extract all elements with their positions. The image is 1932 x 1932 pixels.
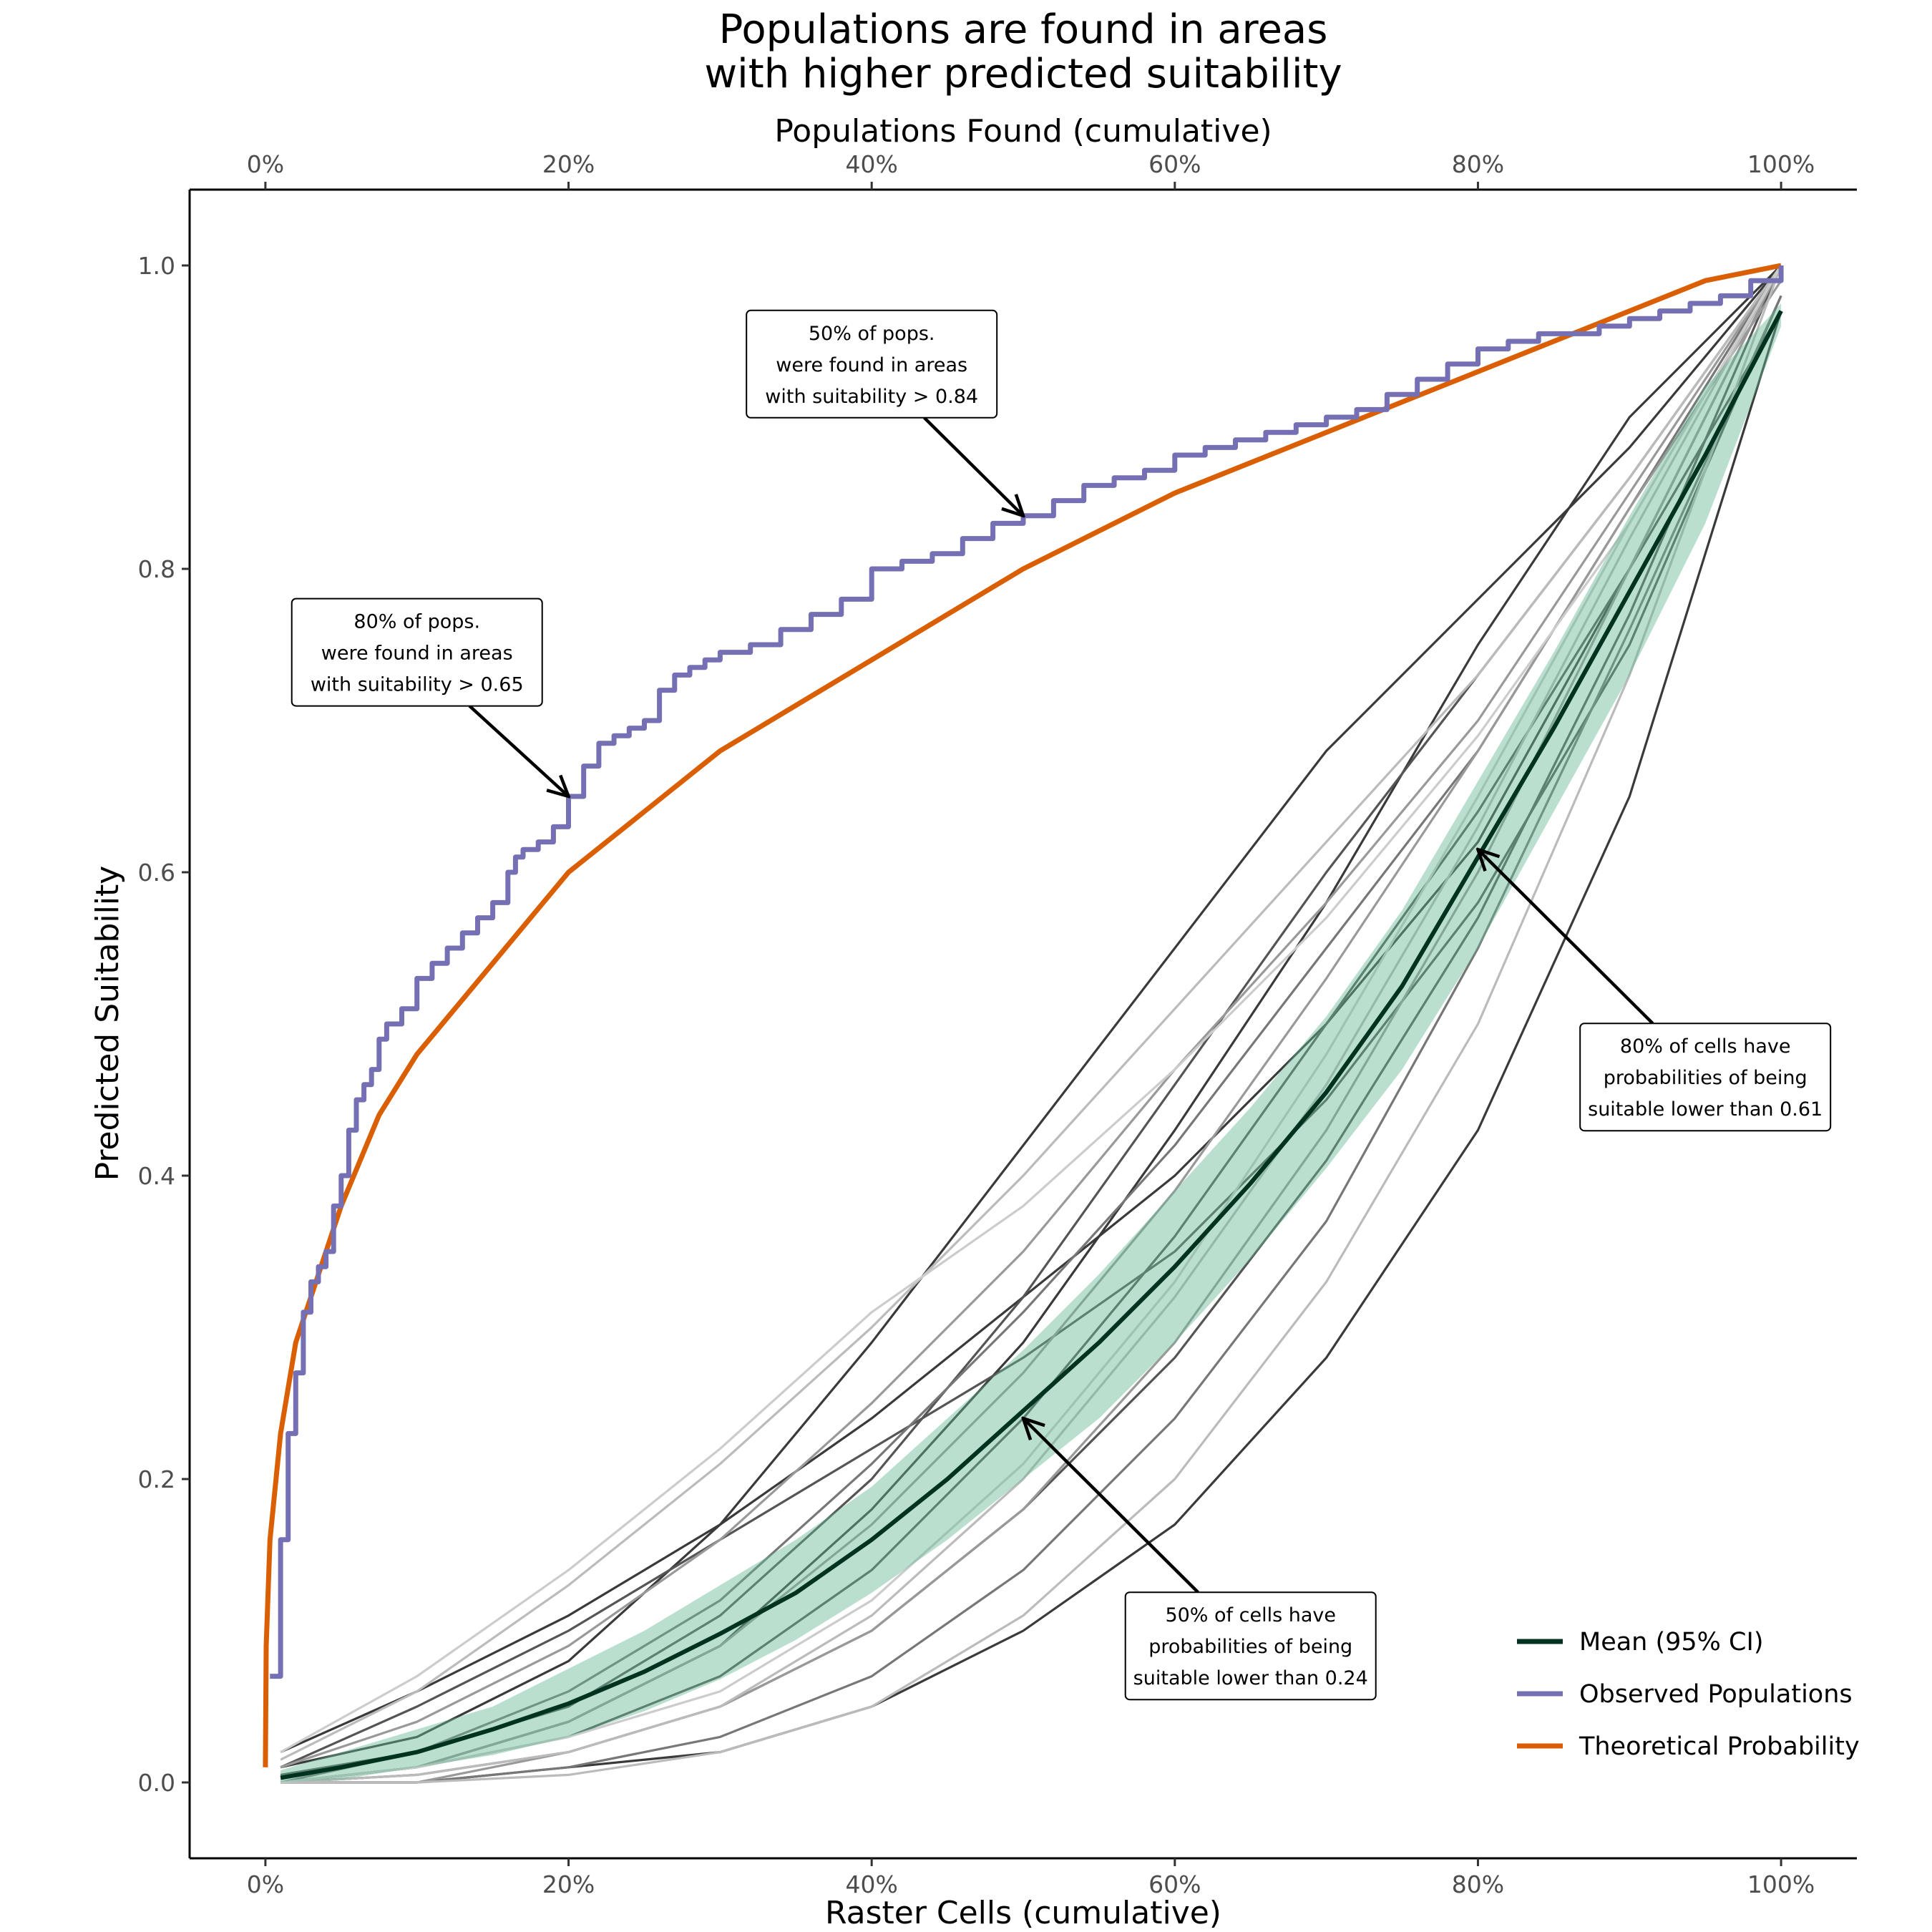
mean-ci-band — [280, 303, 1782, 1782]
replicate-curve — [280, 265, 1782, 1784]
annotation-text: suitable lower than 0.24 — [1133, 1667, 1368, 1689]
replicate-curve — [280, 265, 1782, 1784]
annotation-arrow — [1478, 849, 1654, 1025]
legend-label: Mean (95% CI) — [1579, 1628, 1763, 1657]
mean-line — [280, 310, 1783, 1780]
annotation-box — [1124, 1591, 1377, 1701]
replicate-curves — [280, 264, 1782, 1784]
annotation-text: were found in areas — [321, 643, 513, 665]
replicate-curve — [280, 295, 1782, 1769]
annotation-box — [746, 309, 998, 419]
annotation-box — [1579, 1023, 1832, 1132]
legend-item: Observed Populations — [1517, 1680, 1853, 1709]
annotation-text: were found in areas — [776, 354, 967, 376]
annotations: 50% of pops. were found in areas with suit… — [291, 309, 1832, 1701]
annotation-text: probabilities of being — [1148, 1636, 1352, 1658]
x-tick-label-top: 60% — [1148, 150, 1201, 178]
replicate-curve — [280, 265, 1782, 1761]
legend-label: Theoretical Probability — [1579, 1732, 1860, 1761]
theoretical-line-group — [263, 263, 1782, 1767]
ann-80-cells: 80% of cells have probabilities of being s… — [1478, 849, 1832, 1132]
annotation-arrow — [468, 704, 568, 796]
y-tick-label: 0.6 — [138, 859, 175, 887]
x-tick-label-top: 20% — [542, 150, 595, 178]
replicate-curve — [280, 295, 1782, 1784]
replicate-curve — [280, 265, 1782, 1769]
axes — [188, 188, 1857, 1860]
legend: Mean (95% CI) Observed Populations Theoret… — [1517, 1628, 1860, 1761]
chart-title-line-1: Populations are found in areas — [719, 6, 1328, 53]
y-tick-label: 0.8 — [138, 555, 175, 583]
annotation-text: 80% of cells have — [1620, 1035, 1791, 1058]
replicate-curve — [280, 265, 1782, 1784]
y-tick-label: 0.4 — [138, 1162, 175, 1190]
replicate-curve — [280, 265, 1782, 1784]
top-axis-title: Populations Found (cumulative) — [774, 113, 1272, 150]
replicate-curve — [280, 265, 1782, 1754]
replicate-curve — [280, 264, 1782, 1784]
annotation-text: 50% of cells have — [1165, 1604, 1336, 1626]
annotation-arrow — [1023, 1418, 1199, 1594]
annotation-text: probabilities of being — [1604, 1067, 1807, 1089]
x-tick-label-bottom: 40% — [846, 1870, 898, 1898]
annotation-arrow — [923, 416, 1023, 516]
annotation-text: 80% of pops. — [353, 611, 480, 633]
replicate-curve — [280, 280, 1782, 1784]
x-tick-label-bottom: 100% — [1747, 1870, 1815, 1898]
ci-band — [280, 303, 1782, 1782]
legend-item: Theoretical Probability — [1517, 1732, 1860, 1761]
x-tick-label-top: 80% — [1452, 150, 1504, 178]
tick-marks: 0% 0% 20% 20% 40% 40% 60% 60% 80% 80% 100% 100% 0.0 0… — [138, 150, 1815, 1898]
y-axis-title: Predicted Suitability — [89, 866, 126, 1181]
x-tick-label-bottom: 0% — [247, 1870, 284, 1898]
y-tick-label: 0.0 — [138, 1769, 175, 1797]
annotation-text: with suitability > 0.84 — [765, 386, 978, 408]
observed-line — [270, 265, 1784, 1679]
mean-line-group — [280, 310, 1783, 1780]
replicate-curve — [280, 265, 1782, 1784]
legend-label: Observed Populations — [1579, 1680, 1853, 1709]
theoretical-line — [263, 263, 1782, 1767]
chart-title-line-2: with higher predicted suitability — [704, 51, 1342, 97]
x-tick-label-top: 100% — [1747, 150, 1815, 178]
replicate-curve — [280, 265, 1782, 1776]
x-tick-label-bottom: 20% — [542, 1870, 595, 1898]
annotation-box — [291, 597, 543, 707]
annotation-text: suitable lower than 0.61 — [1588, 1098, 1823, 1121]
observed-line-group — [270, 265, 1784, 1679]
x-tick-label-bottom: 80% — [1452, 1870, 1504, 1898]
replicate-curve — [280, 264, 1782, 1769]
ann-50-pops: 50% of pops. were found in areas with suit… — [746, 309, 1023, 516]
legend-item: Mean (95% CI) — [1517, 1628, 1763, 1657]
x-tick-label-top: 40% — [846, 150, 898, 178]
annotation-text: 50% of pops. — [809, 323, 935, 345]
x-tick-label-bottom: 60% — [1148, 1870, 1201, 1898]
ann-80-pops: 80% of pops. were found in areas with suit… — [291, 597, 569, 796]
y-tick-label: 1.0 — [138, 252, 175, 280]
replicate-curve — [280, 265, 1782, 1784]
y-tick-label: 0.2 — [138, 1465, 175, 1493]
replicate-curve — [280, 265, 1782, 1753]
bottom-axis-title: Raster Cells (cumulative) — [825, 1895, 1221, 1931]
annotation-text: with suitability > 0.65 — [311, 674, 524, 696]
x-tick-label-top: 0% — [247, 150, 284, 178]
ann-50-cells: 50% of cells have probabilities of being s… — [1023, 1418, 1377, 1701]
